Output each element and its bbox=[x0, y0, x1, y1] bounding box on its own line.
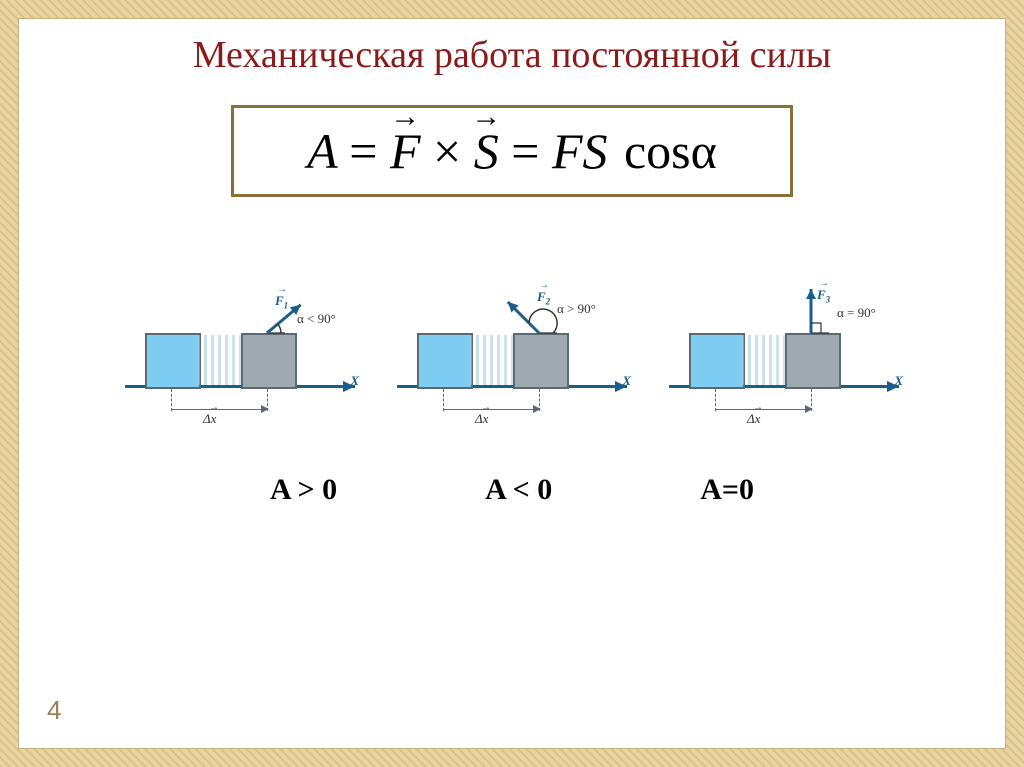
formula-cos: cos bbox=[620, 123, 691, 179]
page-number: 4 bbox=[47, 695, 61, 726]
formula-alpha: α bbox=[691, 123, 717, 179]
formula-box: A = F × S = FS cosα bbox=[231, 105, 793, 197]
result-3: A=0 bbox=[700, 473, 754, 507]
diagram-2: XΔx F2α > 90° bbox=[397, 287, 627, 437]
force-label: F3 bbox=[817, 287, 830, 305]
force-label: F1 bbox=[275, 293, 288, 311]
slide-inner: Механическая работа постоянной силы A = … bbox=[18, 18, 1006, 749]
formula-F-vec: F bbox=[390, 122, 421, 180]
diagram-3: XΔx F3α = 90° bbox=[669, 287, 899, 437]
formula-S-vec: S bbox=[474, 122, 499, 180]
diagram-row: XΔx F1α < 90°XΔx F2α > 90°XΔx F3α = 90° bbox=[19, 287, 1005, 437]
alpha-label: α = 90° bbox=[837, 305, 876, 321]
force-label: F2 bbox=[537, 289, 550, 307]
alpha-label: α > 90° bbox=[557, 301, 596, 317]
page-title: Механическая работа постоянной силы bbox=[19, 33, 1005, 77]
formula-eq: = bbox=[349, 123, 377, 179]
alpha-label: α < 90° bbox=[297, 311, 336, 327]
formula-A: A bbox=[307, 123, 337, 179]
formula-FS: FS bbox=[552, 123, 608, 179]
result-1: A > 0 bbox=[270, 473, 337, 507]
force-arrow bbox=[125, 287, 355, 437]
results-row: A > 0 A < 0 A=0 bbox=[19, 473, 1005, 507]
diagram-1: XΔx F1α < 90° bbox=[125, 287, 355, 437]
slide: Механическая работа постоянной силы A = … bbox=[0, 0, 1024, 767]
formula-eq2: = bbox=[511, 123, 539, 179]
formula-times: × bbox=[433, 123, 461, 179]
result-2: A < 0 bbox=[485, 473, 552, 507]
